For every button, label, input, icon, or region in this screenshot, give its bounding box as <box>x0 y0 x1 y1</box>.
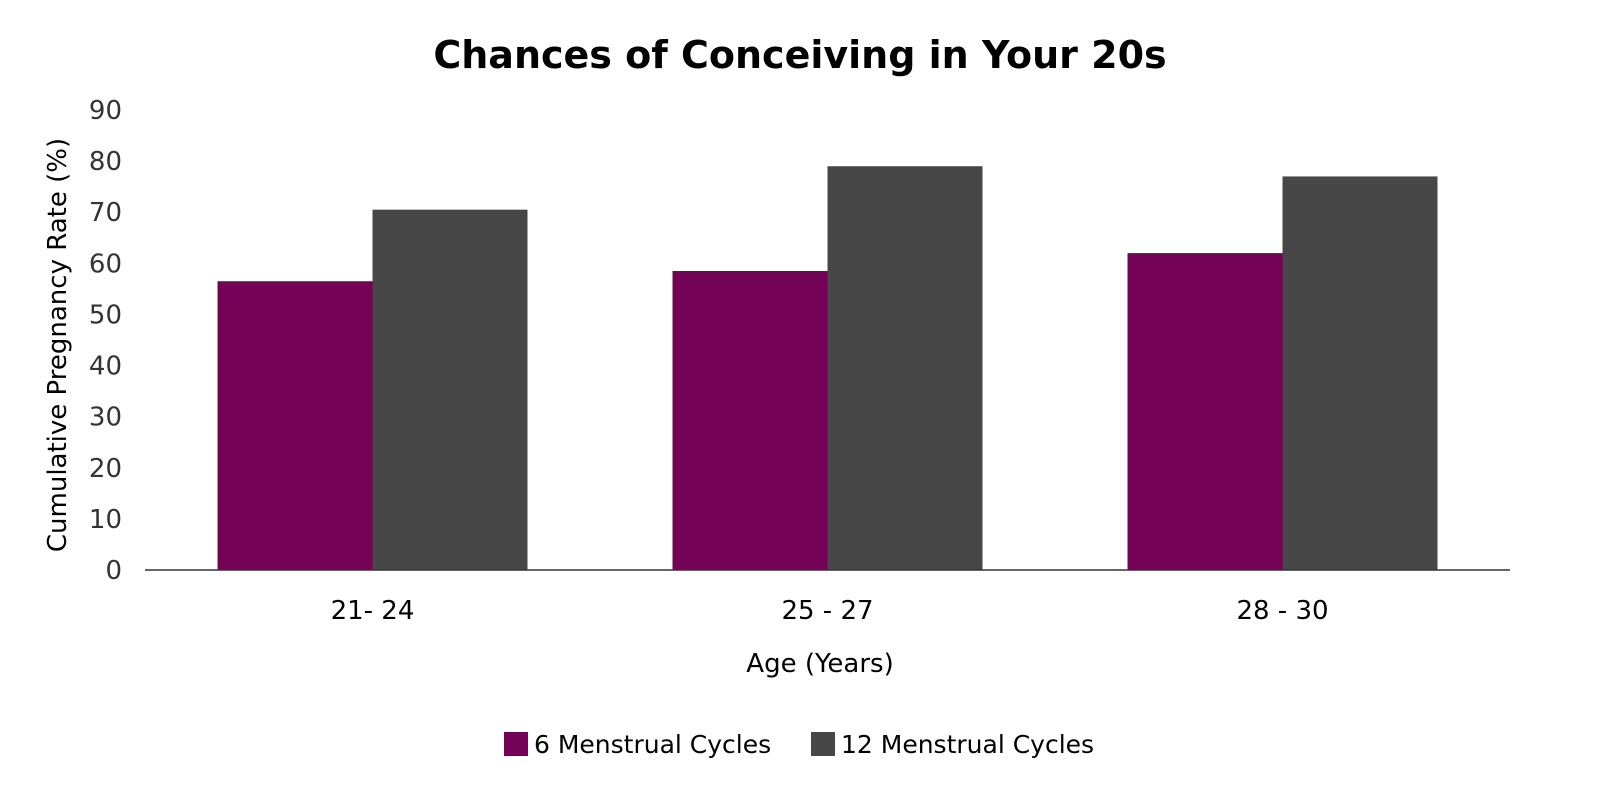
y-tick-label: 30 <box>89 403 122 433</box>
legend-label: 12 Menstrual Cycles <box>841 730 1094 759</box>
y-tick-label: 50 <box>89 300 122 330</box>
y-tick-label: 90 <box>89 96 122 126</box>
bars <box>217 166 1438 570</box>
x-axis-title: Age (Years) <box>746 649 893 679</box>
chart-title: Chances of Conceiving in Your 20s <box>433 33 1166 77</box>
y-tick-label: 20 <box>89 454 122 484</box>
y-tick-label: 70 <box>89 198 122 228</box>
y-axis-ticks: 0 10 20 30 40 50 60 70 80 90 <box>89 96 122 586</box>
legend: 6 Menstrual Cycles 12 Menstrual Cycles <box>504 730 1094 759</box>
y-tick-label: 60 <box>89 249 122 279</box>
x-tick-label: 28 - 30 <box>1236 596 1328 626</box>
bar <box>1127 253 1283 570</box>
legend-label: 6 Menstrual Cycles <box>534 730 771 759</box>
bar <box>672 271 828 570</box>
x-axis-category-labels: 21- 24 25 - 27 28 - 30 <box>331 596 1329 626</box>
bar <box>827 166 983 570</box>
y-tick-label: 0 <box>105 556 122 586</box>
y-tick-label: 10 <box>89 505 122 535</box>
y-axis-title: Cumulative Pregnancy Rate (%) <box>43 138 73 552</box>
bar <box>1282 176 1438 570</box>
x-tick-label: 21- 24 <box>331 596 415 626</box>
bar <box>372 209 528 570</box>
y-tick-label: 80 <box>89 147 122 177</box>
legend-swatch <box>811 732 835 756</box>
bar <box>217 281 373 570</box>
y-tick-label: 40 <box>89 352 122 382</box>
x-tick-label: 25 - 27 <box>781 596 873 626</box>
legend-swatch <box>504 732 528 756</box>
